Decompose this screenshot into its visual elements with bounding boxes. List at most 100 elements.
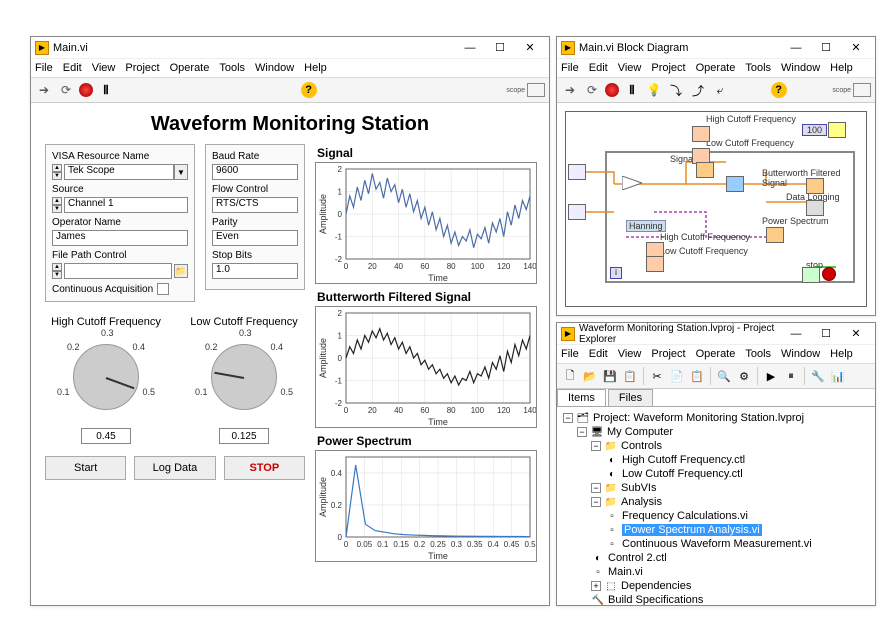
filepath-updown[interactable]: ▲▼ <box>52 263 62 279</box>
menu-file[interactable]: File <box>561 348 579 360</box>
tree-analysis[interactable]: Analysis <box>621 496 662 508</box>
expand-icon[interactable]: − <box>591 483 601 493</box>
tb-icon[interactable]: 📊 <box>829 367 847 385</box>
tb-icon[interactable]: 📋 <box>688 367 706 385</box>
start-button[interactable]: Start <box>45 456 126 480</box>
maximize-button[interactable]: ☐ <box>811 38 841 58</box>
tree-deps[interactable]: Dependencies <box>621 580 691 592</box>
pause-button[interactable] <box>623 81 641 99</box>
menu-window[interactable]: Window <box>255 62 294 74</box>
browse-icon[interactable]: 📁 <box>174 264 188 278</box>
minimize-button[interactable]: — <box>455 38 485 58</box>
parity-input[interactable]: Even <box>212 230 298 246</box>
menu-operate[interactable]: Operate <box>696 62 736 74</box>
tb-icon[interactable]: 🔧 <box>809 367 827 385</box>
minimize-button[interactable]: — <box>781 324 811 344</box>
tb-icon[interactable]: ⏸ <box>782 367 800 385</box>
expand-icon[interactable]: − <box>591 497 601 507</box>
tab-files[interactable]: Files <box>608 389 653 406</box>
tb-icon[interactable]: ✂ <box>648 367 666 385</box>
menu-tools[interactable]: Tools <box>745 62 771 74</box>
tree-low-ctl[interactable]: Low Cutoff Frequency.ctl <box>622 468 743 480</box>
stop-button[interactable]: STOP <box>224 456 305 480</box>
tree-cont-wfm[interactable]: Continuous Waveform Measurement.vi <box>622 538 812 550</box>
menu-help[interactable]: Help <box>830 348 853 360</box>
menu-file[interactable]: File <box>35 62 53 74</box>
run-continuous-button[interactable] <box>583 81 601 99</box>
tb-icon[interactable]: 📄 <box>668 367 686 385</box>
menu-project[interactable]: Project <box>651 348 685 360</box>
stopbits-input[interactable]: 1.0 <box>212 263 298 279</box>
operator-input[interactable]: James <box>52 230 188 246</box>
menu-view[interactable]: View <box>618 348 642 360</box>
close-button[interactable]: ✕ <box>841 324 871 344</box>
menu-window[interactable]: Window <box>781 62 820 74</box>
tb-icon[interactable]: ⚙ <box>735 367 753 385</box>
run-button[interactable] <box>35 81 53 99</box>
step-over-icon[interactable]: ⤴ <box>689 81 707 99</box>
high-cutoff-value[interactable]: 0.45 <box>81 428 131 444</box>
abort-button[interactable] <box>605 83 619 97</box>
tb-icon[interactable]: 💾 <box>601 367 619 385</box>
menu-view[interactable]: View <box>618 62 642 74</box>
cont-acq-checkbox[interactable] <box>157 283 169 295</box>
run-continuous-button[interactable] <box>57 81 75 99</box>
run-button[interactable] <box>561 81 579 99</box>
step-into-icon[interactable]: ⤵ <box>667 81 685 99</box>
expand-icon[interactable]: − <box>563 413 573 423</box>
tree-control2[interactable]: Control 2.ctl <box>608 552 667 564</box>
visa-input[interactable]: Tek Scope <box>64 164 174 180</box>
tb-icon[interactable]: 📂 <box>581 367 599 385</box>
help-icon[interactable]: ? <box>771 82 787 98</box>
visa-updown[interactable]: ▲▼ <box>52 164 62 180</box>
menu-help[interactable]: Help <box>830 62 853 74</box>
menu-edit[interactable]: Edit <box>589 348 608 360</box>
high-cutoff-knob[interactable]: High Cutoff Frequency 0.1 0.2 0.3 0.4 0.… <box>45 316 167 444</box>
help-icon[interactable]: ? <box>301 82 317 98</box>
tb-icon[interactable]: ▶ <box>762 367 780 385</box>
menu-operate[interactable]: Operate <box>696 348 736 360</box>
tree-subvis[interactable]: SubVIs <box>621 482 656 494</box>
low-cutoff-knob[interactable]: Low Cutoff Frequency 0.1 0.2 0.3 0.4 0.5… <box>183 316 305 444</box>
abort-button[interactable] <box>79 83 93 97</box>
close-button[interactable]: ✕ <box>515 38 545 58</box>
source-input[interactable]: Channel 1 <box>64 197 188 213</box>
highlight-button[interactable] <box>645 81 663 99</box>
tree-freq-calc[interactable]: Frequency Calculations.vi <box>622 510 748 522</box>
pause-button[interactable] <box>97 81 115 99</box>
tree-my-computer[interactable]: My Computer <box>607 426 673 438</box>
step-out-icon[interactable]: ⤶ <box>711 81 729 99</box>
expand-icon[interactable]: − <box>591 441 601 451</box>
tree-main[interactable]: Main.vi <box>608 566 643 578</box>
menu-file[interactable]: File <box>561 62 579 74</box>
tree-high-ctl[interactable]: High Cutoff Frequency.ctl <box>622 454 745 466</box>
tree-power-analysis[interactable]: Power Spectrum Analysis.vi <box>622 524 762 536</box>
tree-view[interactable]: −🗂Project: Waveform Monitoring Station.l… <box>557 407 875 605</box>
menu-edit[interactable]: Edit <box>589 62 608 74</box>
tree-controls[interactable]: Controls <box>621 440 662 452</box>
menu-tools[interactable]: Tools <box>745 348 771 360</box>
source-updown[interactable]: ▲▼ <box>52 197 62 213</box>
maximize-button[interactable]: ☐ <box>485 38 515 58</box>
minimize-button[interactable]: — <box>781 38 811 58</box>
expand-icon[interactable]: − <box>577 427 587 437</box>
tab-items[interactable]: Items <box>557 389 606 406</box>
menu-window[interactable]: Window <box>781 348 820 360</box>
flow-input[interactable]: RTS/CTS <box>212 197 298 213</box>
menu-view[interactable]: View <box>92 62 116 74</box>
tree-build[interactable]: Build Specifications <box>608 594 703 605</box>
close-button[interactable]: ✕ <box>841 38 871 58</box>
visa-dropdown[interactable]: ▼ <box>174 164 188 180</box>
menu-edit[interactable]: Edit <box>63 62 82 74</box>
tb-icon[interactable]: 📋 <box>621 367 639 385</box>
low-cutoff-value[interactable]: 0.125 <box>219 428 269 444</box>
baud-input[interactable]: 9600 <box>212 164 298 180</box>
log-data-button[interactable]: Log Data <box>134 456 215 480</box>
tb-icon[interactable]: 🗋 <box>561 367 579 385</box>
block-diagram-canvas[interactable]: High Cutoff Frequency Low Cutoff Frequen… <box>565 111 867 307</box>
menu-project[interactable]: Project <box>125 62 159 74</box>
menu-tools[interactable]: Tools <box>219 62 245 74</box>
menu-help[interactable]: Help <box>304 62 327 74</box>
menu-project[interactable]: Project <box>651 62 685 74</box>
filepath-input[interactable] <box>64 263 172 279</box>
